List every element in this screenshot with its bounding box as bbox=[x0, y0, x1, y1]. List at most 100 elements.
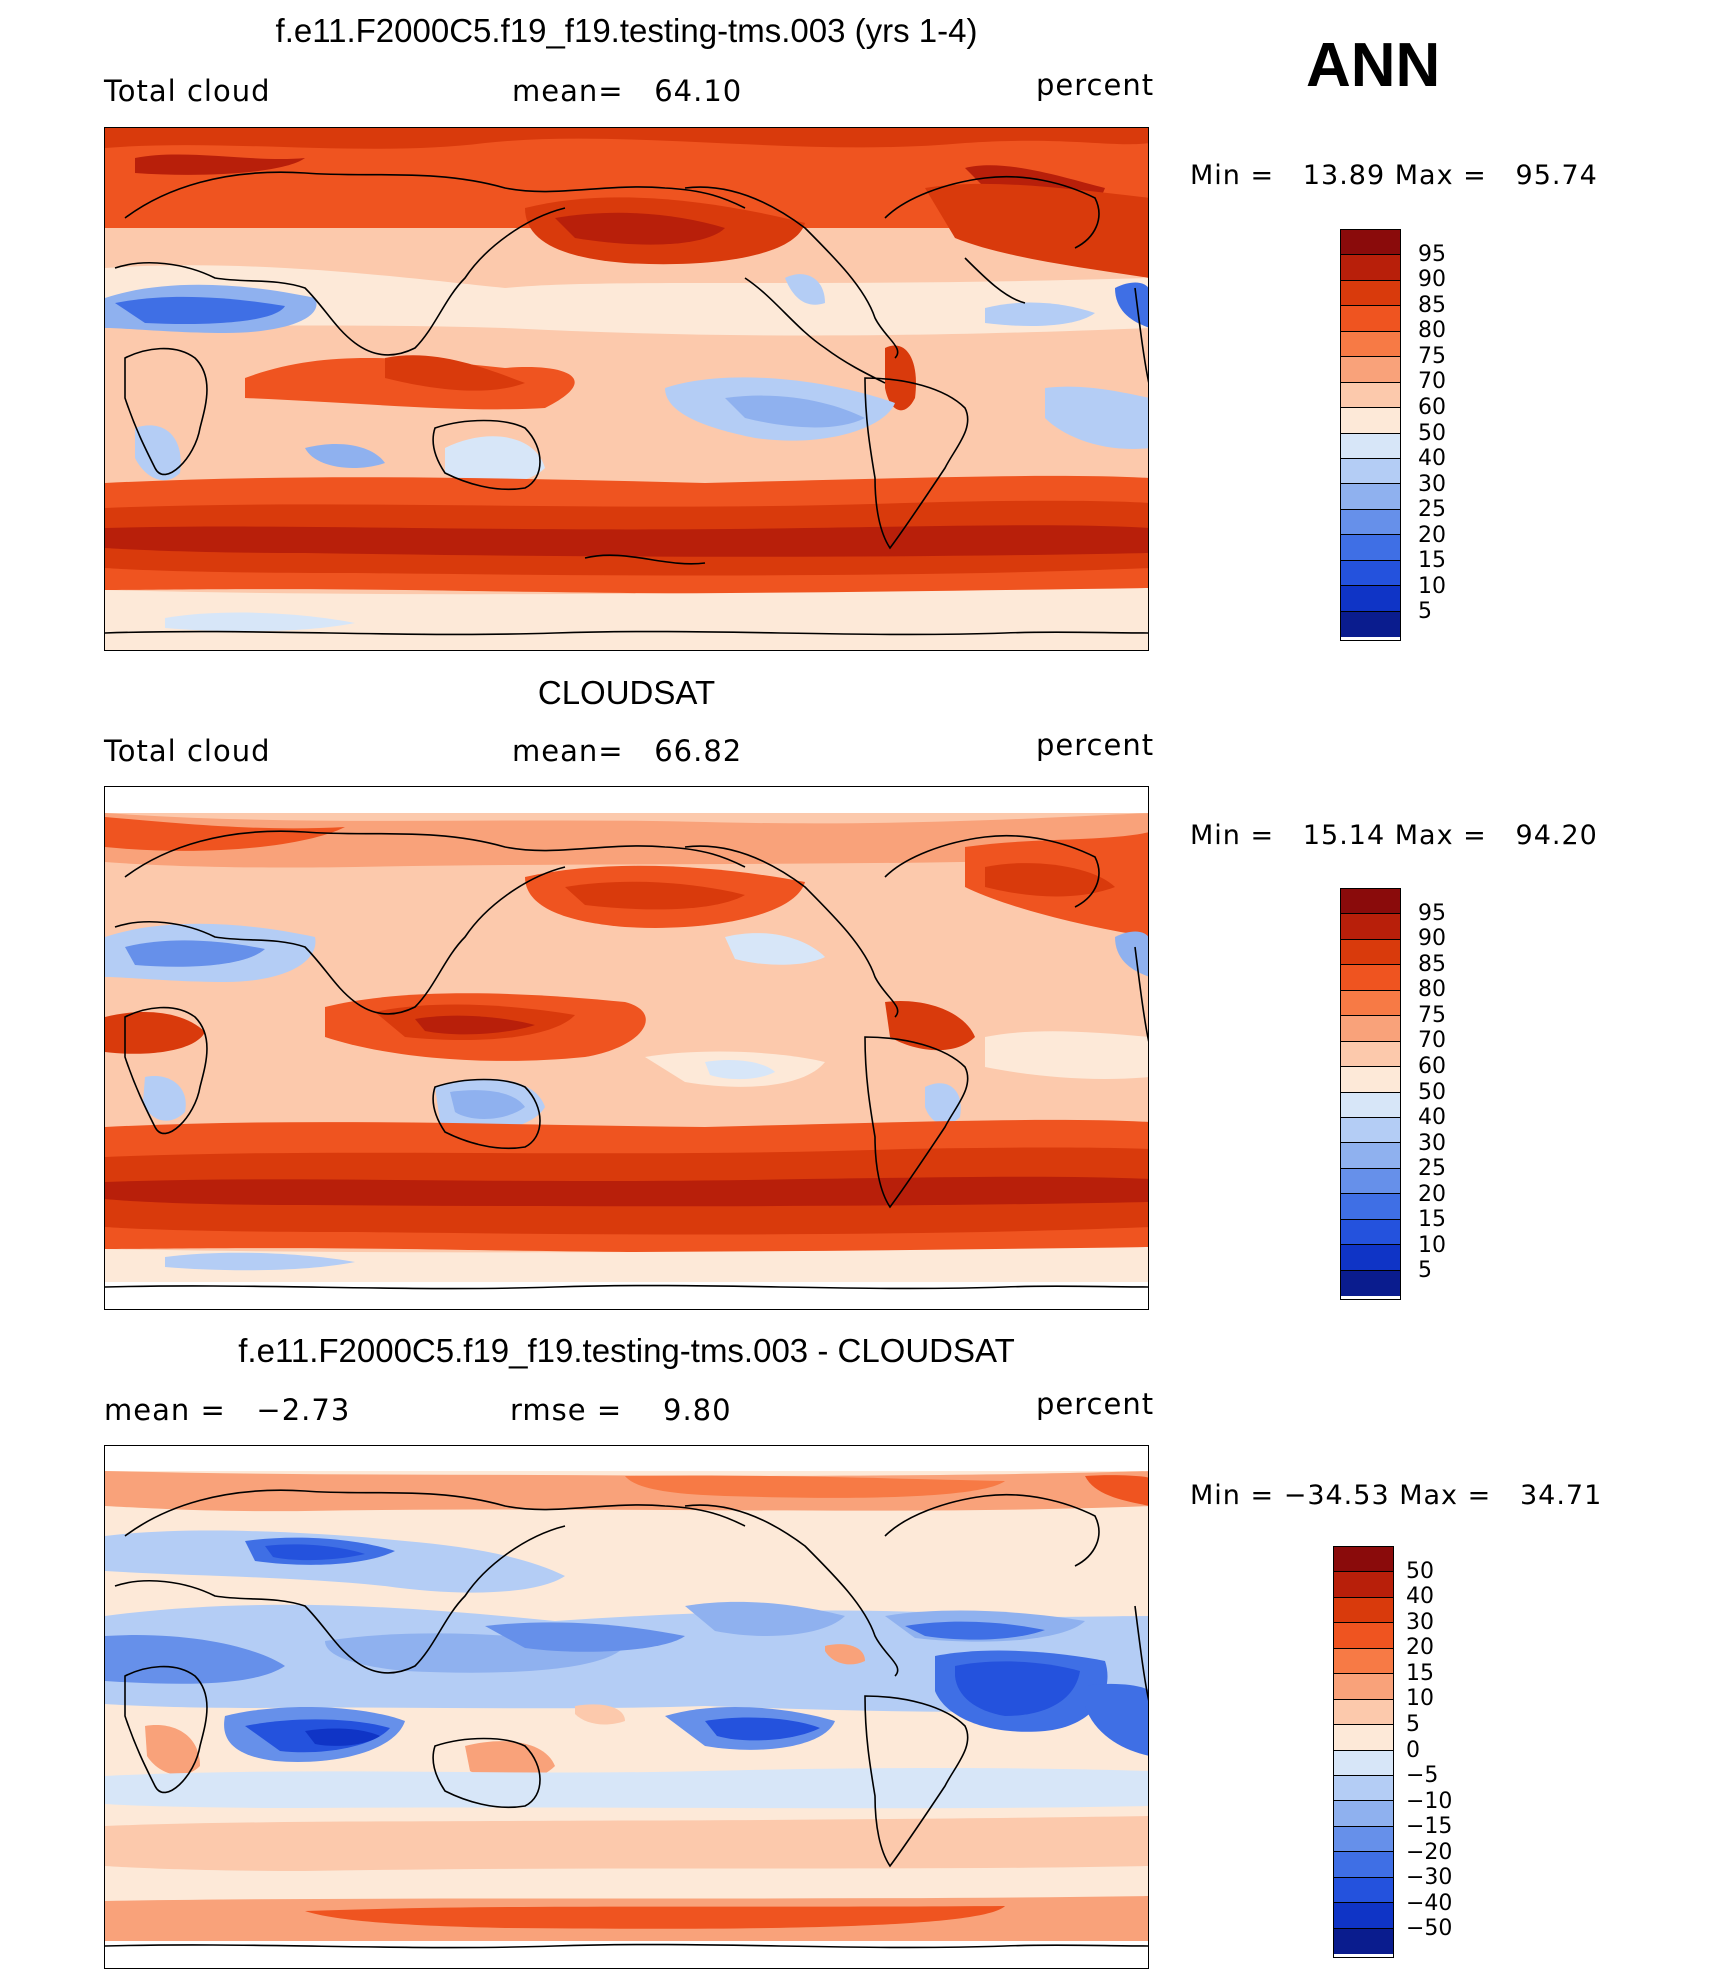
panel3-map bbox=[104, 1445, 1149, 1969]
colorbar-tick-label: 15 bbox=[1406, 1660, 1434, 1686]
colorbar-tick-label: 80 bbox=[1418, 977, 1446, 1003]
colorbar-swatch bbox=[1341, 560, 1400, 587]
colorbar-swatch bbox=[1341, 230, 1400, 256]
colorbar-swatch bbox=[1334, 1623, 1393, 1649]
colorbar-swatch bbox=[1334, 1674, 1393, 1700]
colorbar-swatch bbox=[1341, 433, 1400, 459]
panel2-map bbox=[104, 786, 1149, 1310]
colorbar-tick-label: 95 bbox=[1418, 900, 1446, 926]
colorbar-tick-label: 75 bbox=[1418, 1002, 1446, 1028]
colorbar-swatch bbox=[1341, 1016, 1400, 1042]
colorbar-tick-label: 50 bbox=[1418, 420, 1446, 446]
colorbar-swatch bbox=[1334, 1928, 1393, 1954]
colorbar-tick-label: 20 bbox=[1418, 522, 1446, 548]
colorbar-tick-label: 10 bbox=[1418, 1232, 1446, 1258]
colorbar-swatch bbox=[1341, 1117, 1400, 1144]
colorbar-swatch bbox=[1334, 1903, 1393, 1929]
colorbar-swatch bbox=[1341, 408, 1400, 434]
colorbar-tick-label: 50 bbox=[1406, 1558, 1434, 1584]
colorbar-swatch bbox=[1334, 1725, 1393, 1751]
colorbar-swatch bbox=[1334, 1750, 1393, 1776]
panel1-map bbox=[104, 127, 1149, 651]
panel1-units-label: percent bbox=[1036, 68, 1155, 102]
colorbar-swatch bbox=[1341, 509, 1400, 536]
colorbar-tick-label: 40 bbox=[1418, 446, 1446, 472]
colorbar-tick-label: 30 bbox=[1406, 1609, 1434, 1635]
colorbar-swatch bbox=[1341, 914, 1400, 940]
colorbar-swatch bbox=[1341, 255, 1400, 281]
colorbar-swatch bbox=[1341, 1041, 1400, 1068]
panel3-colorbar bbox=[1333, 1546, 1394, 1958]
colorbar-tick-label: 40 bbox=[1418, 1105, 1446, 1131]
colorbar-tick-label: 5 bbox=[1418, 1258, 1432, 1284]
colorbar-tick-label: 90 bbox=[1418, 267, 1446, 293]
colorbar-tick-label: 80 bbox=[1418, 318, 1446, 344]
panel1-contour-field bbox=[105, 128, 1148, 650]
colorbar-swatch bbox=[1341, 280, 1400, 307]
colorbar-tick-label: 10 bbox=[1418, 573, 1446, 599]
colorbar-swatch bbox=[1341, 1143, 1400, 1169]
panel3-rmse-label: rmse = 9.80 bbox=[510, 1393, 732, 1427]
colorbar-swatch bbox=[1341, 1219, 1400, 1246]
colorbar-tick-label: 85 bbox=[1418, 292, 1446, 318]
colorbar-tick-label: −30 bbox=[1406, 1865, 1453, 1891]
colorbar-tick-label: 10 bbox=[1406, 1686, 1434, 1712]
panel2-minmax: Min = 15.14 Max = 94.20 bbox=[1190, 820, 1598, 851]
colorbar-tick-label: 30 bbox=[1418, 1130, 1446, 1156]
colorbar-swatch bbox=[1341, 306, 1400, 332]
colorbar-swatch bbox=[1334, 1597, 1393, 1624]
colorbar-tick-label: 5 bbox=[1418, 599, 1432, 625]
colorbar-swatch bbox=[1334, 1877, 1393, 1904]
colorbar-swatch bbox=[1341, 331, 1400, 358]
colorbar-tick-label: 5 bbox=[1406, 1711, 1420, 1737]
colorbar-tick-label: 20 bbox=[1406, 1635, 1434, 1661]
panel2-title: CLOUDSAT bbox=[537, 674, 716, 711]
colorbar-tick-label: −5 bbox=[1406, 1763, 1439, 1789]
colorbar-swatch bbox=[1341, 357, 1400, 383]
colorbar-tick-label: −40 bbox=[1406, 1890, 1453, 1916]
panel3-mean-label: mean = −2.73 bbox=[104, 1393, 351, 1427]
colorbar-tick-label: 15 bbox=[1418, 1207, 1446, 1233]
colorbar-tick-label: 50 bbox=[1418, 1079, 1446, 1105]
colorbar-swatch bbox=[1341, 611, 1400, 637]
colorbar-tick-label: 15 bbox=[1418, 548, 1446, 574]
panel2-contour-field bbox=[105, 787, 1148, 1309]
colorbar-tick-label: 0 bbox=[1406, 1737, 1420, 1763]
panel2-mean-label: mean= 66.82 bbox=[512, 734, 743, 768]
season-label: ANN bbox=[1306, 31, 1441, 100]
colorbar-swatch bbox=[1341, 1270, 1400, 1296]
colorbar-tick-label: 30 bbox=[1418, 471, 1446, 497]
panel2-colorbar-labels: 95 90 85 80 75 70 60 50 40 30 25 20 15 10 5 bbox=[1418, 888, 1478, 1300]
colorbar-tick-label: −15 bbox=[1406, 1814, 1453, 1840]
colorbar-swatch bbox=[1341, 458, 1400, 485]
panel1-mean-label: mean= 64.10 bbox=[512, 74, 743, 108]
colorbar-swatch bbox=[1341, 965, 1400, 991]
colorbar-swatch bbox=[1334, 1801, 1393, 1827]
panel1-minmax: Min = 13.89 Max = 95.74 bbox=[1190, 160, 1598, 191]
panel3-colorbar-labels: 50 40 30 20 15 10 5 0 −5 −10 −15 −20 −30 −40 −50 bbox=[1406, 1546, 1476, 1958]
colorbar-swatch bbox=[1341, 382, 1400, 409]
colorbar-tick-label: 85 bbox=[1418, 951, 1446, 977]
colorbar-swatch bbox=[1334, 1547, 1393, 1573]
panel1-colorbar bbox=[1340, 229, 1401, 641]
colorbar-swatch bbox=[1334, 1648, 1393, 1675]
colorbar-swatch bbox=[1341, 990, 1400, 1017]
colorbar-tick-label: 60 bbox=[1418, 394, 1446, 420]
colorbar-swatch bbox=[1341, 1245, 1400, 1271]
panel3-title: f.e11.F2000C5.f19_f19.testing-tms.003 - … bbox=[238, 1332, 1015, 1369]
colorbar-tick-label: 25 bbox=[1418, 497, 1446, 523]
panel3-contour-field bbox=[105, 1446, 1148, 1968]
colorbar-tick-label: 20 bbox=[1418, 1181, 1446, 1207]
colorbar-tick-label: 70 bbox=[1418, 369, 1446, 395]
colorbar-swatch bbox=[1341, 1067, 1400, 1093]
panel2-variable-label: Total cloud bbox=[104, 734, 271, 768]
panel1-title: f.e11.F2000C5.f19_f19.testing-tms.003 (y… bbox=[275, 12, 978, 49]
colorbar-tick-label: 75 bbox=[1418, 343, 1446, 369]
colorbar-swatch bbox=[1341, 889, 1400, 915]
colorbar-swatch bbox=[1334, 1699, 1393, 1726]
colorbar-swatch bbox=[1341, 484, 1400, 510]
colorbar-tick-label: −20 bbox=[1406, 1839, 1453, 1865]
colorbar-swatch bbox=[1341, 939, 1400, 966]
colorbar-tick-label: 70 bbox=[1418, 1028, 1446, 1054]
colorbar-swatch bbox=[1341, 1194, 1400, 1220]
